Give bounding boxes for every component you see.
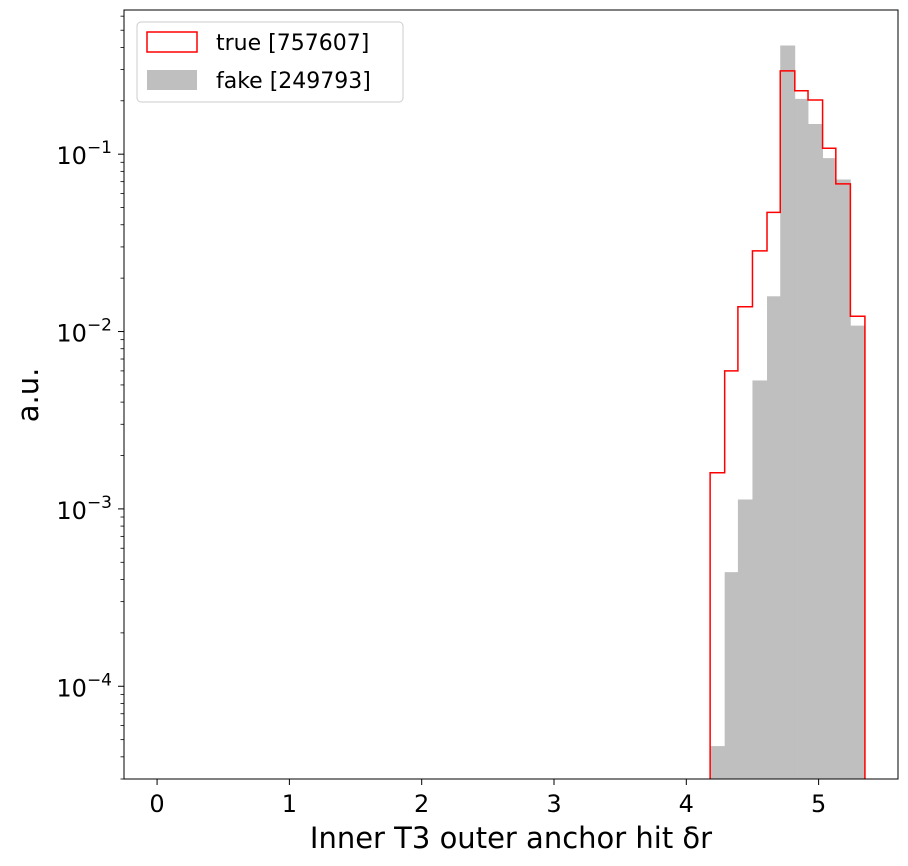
legend-box	[136, 21, 404, 103]
x-tick-label: 2	[414, 790, 429, 818]
fake-bar	[767, 296, 781, 779]
y-tick-label: 10−3	[56, 493, 112, 525]
fake-bar	[822, 158, 837, 779]
fake-series-bars	[710, 45, 866, 780]
fake-bar	[835, 179, 851, 780]
legend-fake-swatch	[147, 70, 197, 90]
fake-bar	[794, 98, 809, 779]
y-tick-label: 10−1	[56, 138, 112, 170]
y-tick-label: 10−4	[56, 670, 112, 702]
plot-frame	[123, 9, 899, 780]
fake-bar	[780, 45, 796, 780]
x-tick-label: 3	[546, 790, 561, 818]
x-tick-label: 5	[811, 790, 826, 818]
fake-bar	[710, 746, 726, 779]
legend-true-swatch	[146, 31, 198, 53]
legend: true [757607] fake [249793]	[136, 21, 404, 103]
fake-bar	[752, 380, 768, 779]
y-tick-label: 10−2	[56, 316, 112, 348]
true-series-step-line	[709, 70, 866, 779]
fake-bar	[737, 499, 753, 779]
x-tick-label: 0	[149, 790, 164, 818]
x-tick-label: 1	[282, 790, 297, 818]
fake-bar	[724, 572, 739, 779]
fake-bar	[808, 123, 823, 780]
legend-true-label: true [757607]	[216, 31, 369, 56]
x-tick-label: 4	[679, 790, 694, 818]
x-axis-label: Inner T3 outer anchor hit δr	[310, 821, 712, 855]
legend-fake-label: fake [249793]	[216, 69, 371, 94]
x-axis: 0 1 2 3 4 5	[149, 779, 826, 818]
fake-bar	[850, 325, 866, 779]
y-axis-label: a.u.	[11, 368, 45, 423]
y-axis: 10−1 10−2 10−3 10−4	[56, 15, 124, 780]
